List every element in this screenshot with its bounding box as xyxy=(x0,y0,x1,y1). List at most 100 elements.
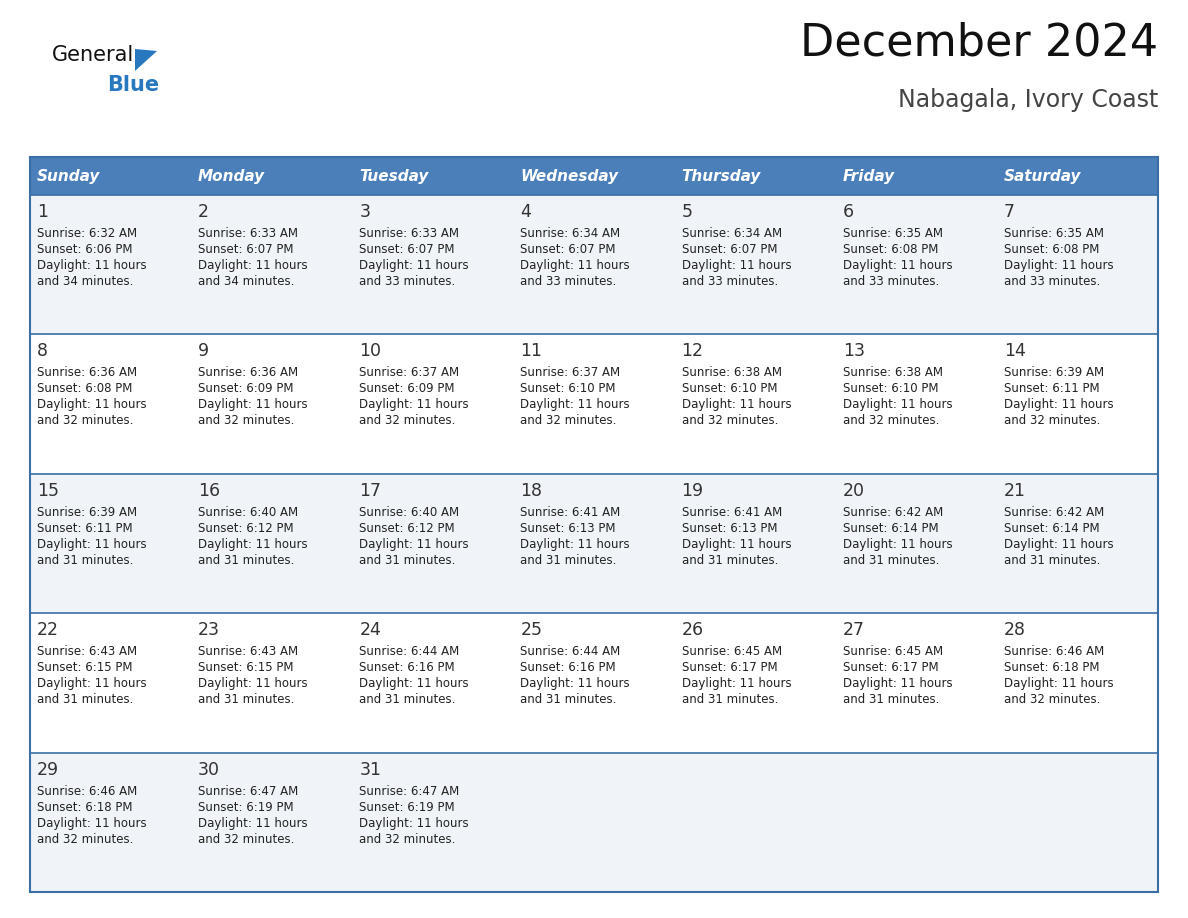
Text: and 32 minutes.: and 32 minutes. xyxy=(37,414,133,428)
Text: Saturday: Saturday xyxy=(1004,169,1081,184)
Text: 9: 9 xyxy=(198,342,209,361)
Text: Sunset: 6:07 PM: Sunset: 6:07 PM xyxy=(682,243,777,256)
Text: 6: 6 xyxy=(842,203,854,221)
Text: 20: 20 xyxy=(842,482,865,499)
Text: Sunset: 6:07 PM: Sunset: 6:07 PM xyxy=(359,243,455,256)
Text: Sunrise: 6:34 AM: Sunrise: 6:34 AM xyxy=(520,227,620,240)
Text: Sunset: 6:17 PM: Sunset: 6:17 PM xyxy=(842,661,939,674)
Text: Daylight: 11 hours: Daylight: 11 hours xyxy=(198,538,308,551)
Text: and 31 minutes.: and 31 minutes. xyxy=(359,693,456,706)
Text: Friday: Friday xyxy=(842,169,895,184)
Text: Sunset: 6:12 PM: Sunset: 6:12 PM xyxy=(198,521,293,535)
Text: Sunrise: 6:34 AM: Sunrise: 6:34 AM xyxy=(682,227,782,240)
Text: Daylight: 11 hours: Daylight: 11 hours xyxy=(198,259,308,272)
Text: Sunrise: 6:45 AM: Sunrise: 6:45 AM xyxy=(682,645,782,658)
Text: and 32 minutes.: and 32 minutes. xyxy=(359,414,456,428)
Text: Blue: Blue xyxy=(107,75,159,95)
Text: Tuesday: Tuesday xyxy=(359,169,429,184)
Text: Daylight: 11 hours: Daylight: 11 hours xyxy=(842,398,953,411)
Text: 18: 18 xyxy=(520,482,543,499)
Text: Sunset: 6:16 PM: Sunset: 6:16 PM xyxy=(520,661,617,674)
Text: and 32 minutes.: and 32 minutes. xyxy=(1004,693,1100,706)
Text: Sunrise: 6:42 AM: Sunrise: 6:42 AM xyxy=(1004,506,1104,519)
Bar xyxy=(997,157,1158,195)
Text: Daylight: 11 hours: Daylight: 11 hours xyxy=(37,817,146,830)
Text: 1: 1 xyxy=(37,203,48,221)
Text: Sunrise: 6:36 AM: Sunrise: 6:36 AM xyxy=(37,366,137,379)
Text: Sunset: 6:07 PM: Sunset: 6:07 PM xyxy=(198,243,293,256)
Text: and 31 minutes.: and 31 minutes. xyxy=(520,554,617,566)
Text: Sunset: 6:09 PM: Sunset: 6:09 PM xyxy=(359,383,455,396)
Text: 16: 16 xyxy=(198,482,220,499)
Text: 5: 5 xyxy=(682,203,693,221)
Text: Sunrise: 6:33 AM: Sunrise: 6:33 AM xyxy=(359,227,460,240)
Text: Daylight: 11 hours: Daylight: 11 hours xyxy=(359,538,469,551)
Text: 2: 2 xyxy=(198,203,209,221)
Bar xyxy=(30,474,1158,613)
Text: Daylight: 11 hours: Daylight: 11 hours xyxy=(1004,398,1113,411)
Text: Daylight: 11 hours: Daylight: 11 hours xyxy=(520,677,630,690)
Text: Daylight: 11 hours: Daylight: 11 hours xyxy=(359,817,469,830)
Text: and 31 minutes.: and 31 minutes. xyxy=(682,554,778,566)
Text: and 31 minutes.: and 31 minutes. xyxy=(37,693,133,706)
Text: Daylight: 11 hours: Daylight: 11 hours xyxy=(842,259,953,272)
Text: Sunrise: 6:41 AM: Sunrise: 6:41 AM xyxy=(520,506,620,519)
Text: Sunrise: 6:42 AM: Sunrise: 6:42 AM xyxy=(842,506,943,519)
Text: Sunrise: 6:35 AM: Sunrise: 6:35 AM xyxy=(1004,227,1104,240)
Bar xyxy=(353,157,513,195)
Text: 26: 26 xyxy=(682,621,703,639)
Text: Daylight: 11 hours: Daylight: 11 hours xyxy=(198,677,308,690)
Text: and 32 minutes.: and 32 minutes. xyxy=(359,833,456,845)
Text: 22: 22 xyxy=(37,621,59,639)
Text: and 31 minutes.: and 31 minutes. xyxy=(1004,554,1100,566)
Text: Daylight: 11 hours: Daylight: 11 hours xyxy=(1004,677,1113,690)
Text: and 33 minutes.: and 33 minutes. xyxy=(682,275,778,288)
Text: Daylight: 11 hours: Daylight: 11 hours xyxy=(520,398,630,411)
Text: Sunrise: 6:45 AM: Sunrise: 6:45 AM xyxy=(842,645,943,658)
Bar xyxy=(191,157,353,195)
Bar xyxy=(30,613,1158,753)
Text: Sunrise: 6:47 AM: Sunrise: 6:47 AM xyxy=(198,785,298,798)
Text: and 31 minutes.: and 31 minutes. xyxy=(359,554,456,566)
Bar xyxy=(30,157,191,195)
Text: Sunday: Sunday xyxy=(37,169,100,184)
Text: 28: 28 xyxy=(1004,621,1026,639)
Text: and 31 minutes.: and 31 minutes. xyxy=(198,693,295,706)
Bar xyxy=(30,334,1158,474)
Text: Daylight: 11 hours: Daylight: 11 hours xyxy=(359,259,469,272)
Text: Daylight: 11 hours: Daylight: 11 hours xyxy=(37,677,146,690)
Text: Daylight: 11 hours: Daylight: 11 hours xyxy=(37,538,146,551)
Text: Daylight: 11 hours: Daylight: 11 hours xyxy=(198,817,308,830)
Text: and 33 minutes.: and 33 minutes. xyxy=(1004,275,1100,288)
Text: and 32 minutes.: and 32 minutes. xyxy=(37,833,133,845)
Text: Daylight: 11 hours: Daylight: 11 hours xyxy=(1004,259,1113,272)
Text: Daylight: 11 hours: Daylight: 11 hours xyxy=(682,677,791,690)
Text: and 32 minutes.: and 32 minutes. xyxy=(682,414,778,428)
Text: 11: 11 xyxy=(520,342,543,361)
Text: Sunset: 6:13 PM: Sunset: 6:13 PM xyxy=(520,521,615,535)
Text: Sunset: 6:15 PM: Sunset: 6:15 PM xyxy=(198,661,293,674)
Text: Daylight: 11 hours: Daylight: 11 hours xyxy=(359,677,469,690)
Text: General: General xyxy=(52,45,134,65)
Text: 15: 15 xyxy=(37,482,59,499)
Text: Sunrise: 6:43 AM: Sunrise: 6:43 AM xyxy=(37,645,137,658)
Text: Sunset: 6:17 PM: Sunset: 6:17 PM xyxy=(682,661,777,674)
Text: Daylight: 11 hours: Daylight: 11 hours xyxy=(682,398,791,411)
Text: Sunrise: 6:46 AM: Sunrise: 6:46 AM xyxy=(37,785,138,798)
Text: Daylight: 11 hours: Daylight: 11 hours xyxy=(198,398,308,411)
Text: Daylight: 11 hours: Daylight: 11 hours xyxy=(842,677,953,690)
Text: Sunrise: 6:33 AM: Sunrise: 6:33 AM xyxy=(198,227,298,240)
Bar xyxy=(30,753,1158,892)
Bar xyxy=(30,195,1158,334)
Text: Sunset: 6:12 PM: Sunset: 6:12 PM xyxy=(359,521,455,535)
Text: 24: 24 xyxy=(359,621,381,639)
Text: 7: 7 xyxy=(1004,203,1015,221)
Text: 13: 13 xyxy=(842,342,865,361)
Text: Sunset: 6:11 PM: Sunset: 6:11 PM xyxy=(37,521,133,535)
Text: Sunset: 6:19 PM: Sunset: 6:19 PM xyxy=(198,800,293,813)
Text: Thursday: Thursday xyxy=(682,169,762,184)
Text: Sunset: 6:07 PM: Sunset: 6:07 PM xyxy=(520,243,615,256)
Text: Sunset: 6:08 PM: Sunset: 6:08 PM xyxy=(1004,243,1099,256)
Text: Sunrise: 6:47 AM: Sunrise: 6:47 AM xyxy=(359,785,460,798)
Text: Daylight: 11 hours: Daylight: 11 hours xyxy=(37,398,146,411)
